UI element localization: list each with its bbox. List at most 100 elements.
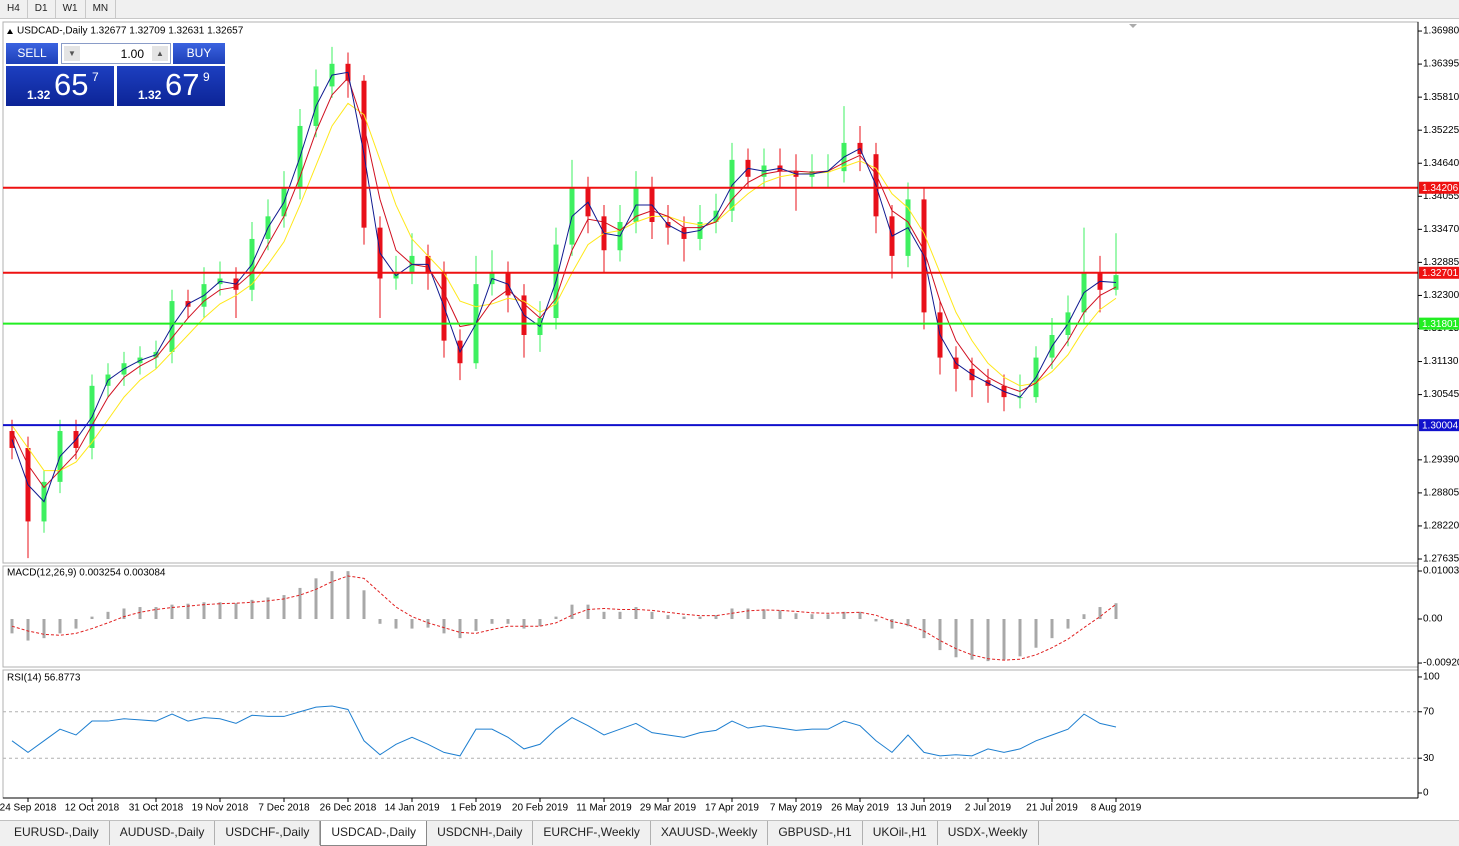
y-tick-label: 1.35810	[1423, 92, 1459, 103]
chart-tab[interactable]: USDCHF-,Daily	[215, 821, 321, 845]
price-point: 7	[92, 70, 99, 84]
chart-tab[interactable]: GBPUSD-,H1	[768, 821, 863, 845]
shift-marker	[1129, 24, 1137, 28]
macd-bar	[570, 604, 574, 620]
macd-bar	[810, 614, 814, 620]
chart-tab[interactable]: XAUUSD-,Weekly	[651, 821, 769, 845]
rsi-title: RSI(14) 56.8773	[7, 673, 81, 684]
macd-bar	[442, 619, 446, 634]
price-point: 9	[203, 70, 210, 84]
macd-bar	[874, 619, 878, 622]
macd-bar	[490, 619, 494, 624]
macd-bar	[842, 611, 846, 620]
buy-price[interactable]: 1.32 67 9	[117, 66, 225, 106]
macd-bar	[330, 571, 334, 620]
macd-bar	[986, 619, 990, 662]
macd-bar	[362, 590, 366, 620]
level-label: 1.31801	[1422, 319, 1459, 330]
macd-bar	[106, 611, 110, 620]
y-tick-label: 1.34640	[1423, 158, 1459, 169]
macd-bar	[602, 611, 606, 620]
y-tick-label: 1.35225	[1423, 125, 1459, 136]
chart-tabs: EURUSD-,Daily AUDUSD-,Daily USDCHF-,Daily U…	[0, 820, 1459, 846]
moving-average	[11, 71, 1117, 503]
rsi-line	[11, 705, 1117, 757]
y-tick-label: 30	[1423, 753, 1435, 764]
y-tick-label: -0.009204	[1423, 658, 1459, 669]
macd-bar	[74, 619, 78, 629]
macd-bar	[906, 619, 910, 627]
chart-tab[interactable]: EURCHF-,Weekly	[533, 821, 651, 845]
macd-bar	[1002, 619, 1006, 660]
macd-title: MACD(12,26,9) 0.003254 0.003084	[7, 568, 166, 579]
timeframe-button[interactable]: D1	[28, 0, 56, 18]
x-tick-label: 26 May 2019	[831, 803, 889, 814]
timeframe-button[interactable]: MN	[86, 0, 117, 18]
buy-button[interactable]: BUY	[173, 43, 225, 64]
x-tick-label: 21 Jul 2019	[1026, 803, 1078, 814]
macd-bar	[90, 616, 94, 620]
macd-bar	[394, 619, 398, 629]
macd-bar	[938, 619, 942, 651]
macd-bar	[1066, 619, 1070, 629]
macd-bar	[538, 619, 542, 627]
macd-bar	[42, 619, 46, 639]
x-tick-label: 19 Nov 2018	[192, 803, 249, 814]
macd-bar	[1050, 619, 1054, 639]
macd-bar	[346, 571, 350, 620]
macd-bar	[234, 603, 238, 620]
sell-price[interactable]: 1.32 65 7	[6, 66, 114, 106]
collapse-icon	[7, 29, 13, 34]
lot-value: 1.00	[120, 47, 144, 61]
level-label: 1.30004	[1422, 420, 1459, 431]
x-tick-label: 31 Oct 2018	[129, 803, 184, 814]
timeframe-button[interactable]: H4	[0, 0, 28, 18]
level-label-box	[1419, 419, 1459, 432]
chart-tab[interactable]: UKOil-,H1	[863, 821, 938, 845]
y-tick-label: 1.28805	[1423, 488, 1459, 499]
lot-up[interactable]: ▲	[152, 46, 168, 61]
macd-bar	[778, 610, 782, 620]
x-tick-label: 12 Oct 2018	[65, 803, 120, 814]
y-tick-label: 70	[1423, 706, 1435, 717]
x-tick-label: 2 Jul 2019	[965, 803, 1012, 814]
y-tick-label: 1.34055	[1423, 191, 1459, 202]
macd-bar	[122, 608, 126, 620]
x-tick-label: 17 Apr 2019	[705, 803, 759, 814]
level-label: 1.32701	[1422, 268, 1459, 279]
chart-tab[interactable]: USDX-,Weekly	[938, 821, 1039, 845]
macd-bar	[218, 602, 222, 620]
y-tick-label: 0.010031	[1423, 566, 1459, 577]
macd-bar	[682, 616, 686, 620]
macd-bar	[186, 603, 190, 620]
macd-bar	[1114, 603, 1118, 620]
macd-bar	[1082, 614, 1086, 620]
main-panel	[2, 21, 1419, 564]
price-pips: 65	[54, 67, 89, 102]
macd-bar	[890, 619, 894, 629]
timeframe-button[interactable]: W1	[56, 0, 86, 18]
chart-tab[interactable]: USDCAD-,Daily	[320, 821, 428, 846]
macd-bar	[1098, 607, 1102, 620]
moving-average	[11, 102, 1117, 472]
x-tick-label: 8 Aug 2019	[1091, 803, 1142, 814]
price-prefix: 1.32	[138, 88, 162, 102]
x-tick-label: 1 Feb 2019	[451, 803, 502, 814]
lot-down[interactable]: ▼	[64, 46, 80, 61]
lot-input[interactable]: ▼ 1.00 ▲	[61, 43, 171, 64]
macd-bar	[634, 607, 638, 620]
chart-tab[interactable]: AUDUSD-,Daily	[110, 821, 216, 845]
chart-tab[interactable]: EURUSD-,Daily	[4, 821, 110, 845]
macd-bar	[554, 616, 558, 620]
y-tick-label: 1.28220	[1423, 521, 1459, 532]
moving-average	[11, 76, 1117, 489]
macd-bar	[474, 619, 478, 631]
macd-bar	[282, 595, 286, 620]
sell-button[interactable]: SELL	[6, 43, 58, 64]
macd-bar	[762, 609, 766, 620]
x-tick-label: 13 Jun 2019	[896, 803, 951, 814]
chart-tab[interactable]: USDCNH-,Daily	[427, 821, 534, 845]
macd-bar	[250, 599, 254, 620]
macd-bar	[746, 608, 750, 620]
